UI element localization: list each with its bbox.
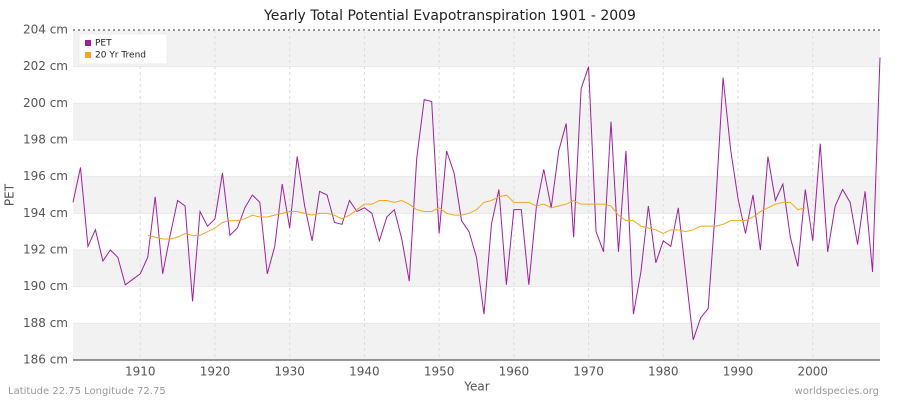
legend-swatch <box>85 40 91 46</box>
grid-band <box>73 176 880 214</box>
chart-title: Yearly Total Potential Evapotranspiratio… <box>263 8 636 24</box>
x-tick-label: 1990 <box>723 365 754 379</box>
x-tick-label: 1910 <box>125 365 156 379</box>
y-tick-label: 204 cm <box>23 23 68 37</box>
grid-band <box>73 30 880 67</box>
x-tick-label: 1920 <box>200 365 231 379</box>
y-tick-label: 188 cm <box>23 316 68 330</box>
x-tick-label: 1960 <box>499 365 530 379</box>
data-line <box>147 194 806 240</box>
y-tick-label: 202 cm <box>23 59 68 73</box>
legend-label: 20 Yr Trend <box>95 51 146 61</box>
y-tick-label: 190 cm <box>23 279 68 293</box>
x-tick-label: 1950 <box>424 365 455 379</box>
grid <box>73 29 880 361</box>
legend-box <box>78 33 168 65</box>
x-axis-label: Year <box>463 380 489 394</box>
x-tick-label: 1930 <box>274 365 305 379</box>
y-axis-label: PET <box>3 183 17 206</box>
y-tick-label: 200 cm <box>23 96 68 110</box>
x-tick-label: 2000 <box>797 365 828 379</box>
legend-label: PET <box>95 39 112 49</box>
footer-left: Latitude 22.75 Longitude 72.75 <box>8 386 166 397</box>
footer-right: worldspecies.org <box>795 386 879 397</box>
y-tick-label: 194 cm <box>23 206 68 220</box>
y-tick-label: 186 cm <box>23 353 68 367</box>
y-tick-label: 198 cm <box>23 133 68 147</box>
y-tick-label: 196 cm <box>23 169 68 183</box>
x-tick-label: 1940 <box>349 365 380 379</box>
grid-band <box>73 103 880 140</box>
y-tick-label: 192 cm <box>23 243 68 257</box>
data-line <box>72 57 881 340</box>
x-tick-label: 1980 <box>648 365 679 379</box>
grid-band <box>73 323 880 360</box>
legend-swatch <box>85 52 91 58</box>
x-tick-label: 1970 <box>573 365 604 379</box>
